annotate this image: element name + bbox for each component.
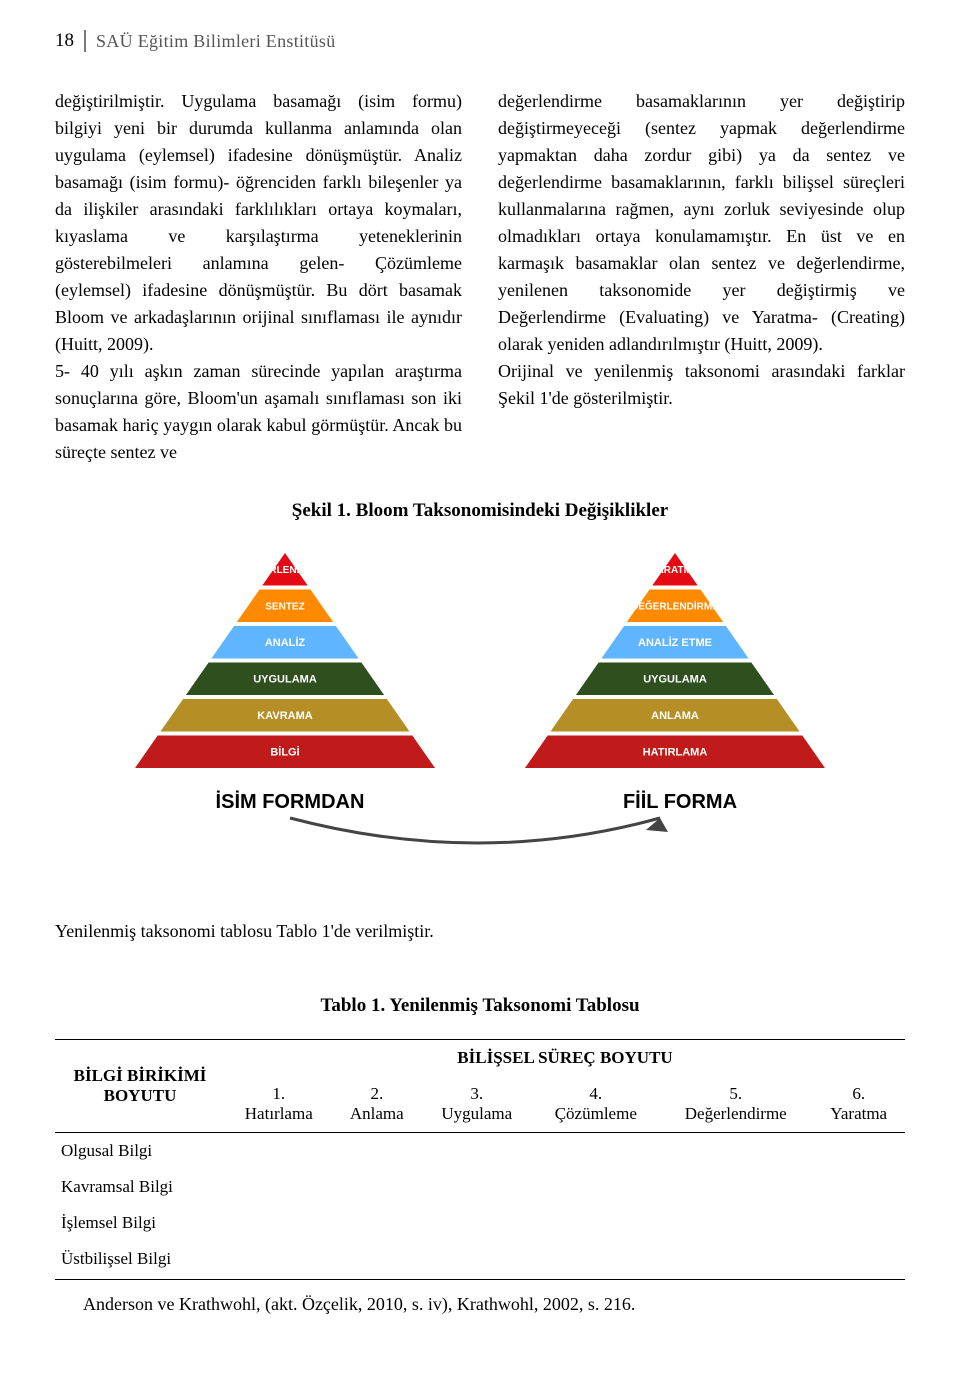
table-cell xyxy=(532,1205,659,1241)
pyramid-level-label: YARATMA xyxy=(651,565,699,576)
table-cell xyxy=(333,1133,422,1170)
pyramid-level-label: UYGULAMA xyxy=(253,674,317,686)
table-cell xyxy=(812,1205,905,1241)
arrow-between-pyramids: İSİM FORMDAN FİİL FORMA xyxy=(120,788,840,858)
body-paragraph: değiştirilmiştir. Uygulama basamağı (isi… xyxy=(55,88,462,358)
figure-title: Şekil 1. Bloom Taksonomisindeki Değişikl… xyxy=(55,500,905,522)
page-number: 18 xyxy=(55,30,74,52)
table-citation: Anderson ve Krathwohl, (akt. Özçelik, 20… xyxy=(55,1294,905,1315)
pyramid-level-label: ANLAMA xyxy=(651,710,699,722)
body-paragraph: değerlendirme basamaklarının yer değişti… xyxy=(498,88,905,358)
table-cell xyxy=(333,1205,422,1241)
table-column-header: 6.Yaratma xyxy=(812,1076,905,1133)
taxonomy-table: BİLGİ BİRİKİMİ BOYUTU BİLİŞSEL SÜREÇ BOY… xyxy=(55,1039,905,1277)
table-row-label: Olgusal Bilgi xyxy=(55,1133,225,1170)
table-row-label: Üstbilişsel Bilgi xyxy=(55,1241,225,1277)
header-divider xyxy=(84,30,86,52)
table-cell xyxy=(659,1241,812,1277)
table-title: Tablo 1. Yenilenmiş Taksonomi Tablosu xyxy=(55,995,905,1017)
page-header: 18 SAÜ Eğitim Bilimleri Enstitüsü xyxy=(55,30,905,52)
pyramid-level-label: DEĞERLENDİRME xyxy=(241,563,329,576)
table-cell xyxy=(421,1133,532,1170)
table-cell xyxy=(532,1241,659,1277)
renewed-taxonomy-paragraph: Yenilenmiş taksonomi tablosu Tablo 1'de … xyxy=(55,918,905,945)
pyramid-level-label: SENTEZ xyxy=(265,601,304,612)
table-cell xyxy=(659,1205,812,1241)
pyramid-level-label: ANALİZ xyxy=(265,636,306,649)
pyramid-level-label: DEĞERLENDİRME xyxy=(631,599,719,612)
left-pyramid-wrap: DEĞERLENDİRME SENTEZ ANALİZ UYGULAMA KAVRAMA… xyxy=(130,548,440,778)
two-column-body: değiştirilmiştir. Uygulama basamağı (isi… xyxy=(55,88,905,466)
table-cell xyxy=(659,1133,812,1170)
right-pyramid: YARATMA DEĞERLENDİRME ANALİZ ETME UYGULAMA A… xyxy=(520,548,830,778)
pyramid-level-label: KAVRAMA xyxy=(257,710,312,722)
table-cell xyxy=(421,1205,532,1241)
pyramid-level-label: HATIRLAMA xyxy=(643,747,708,759)
left-column-text: değiştirilmiştir. Uygulama basamağı (isi… xyxy=(55,88,462,466)
pyramid-level-label: ANALİZ ETME xyxy=(638,636,712,649)
table-cell xyxy=(225,1241,333,1277)
left-head-line1: BİLGİ BİRİKİMİ xyxy=(61,1066,219,1086)
table-column-header: 5.Değerlendirme xyxy=(659,1076,812,1133)
table-row-label: İşlemsel Bilgi xyxy=(55,1205,225,1241)
table-cell xyxy=(421,1241,532,1277)
institute-name: SAÜ Eğitim Bilimleri Enstitüsü xyxy=(96,31,336,52)
table-cell xyxy=(812,1133,905,1170)
table-cell xyxy=(421,1169,532,1205)
table-column-header: 3.Uygulama xyxy=(421,1076,532,1133)
table-cell xyxy=(812,1169,905,1205)
table-cell xyxy=(532,1133,659,1170)
table-cell xyxy=(225,1205,333,1241)
table-cell xyxy=(225,1133,333,1170)
pyramid-level-label: UYGULAMA xyxy=(643,674,707,686)
table-cell xyxy=(659,1169,812,1205)
pyramids-figure: DEĞERLENDİRME SENTEZ ANALİZ UYGULAMA KAVRAMA… xyxy=(55,548,905,778)
super-header: BİLİŞSEL SÜREÇ BOYUTU xyxy=(225,1040,905,1077)
table-cell xyxy=(532,1169,659,1205)
table-cell xyxy=(333,1169,422,1205)
right-pyramid-wrap: YARATMA DEĞERLENDİRME ANALİZ ETME UYGULAMA A… xyxy=(520,548,830,778)
table-cell xyxy=(812,1241,905,1277)
table-column-header: 4.Çözümleme xyxy=(532,1076,659,1133)
table-column-header: 2.Anlama xyxy=(333,1076,422,1133)
left-form-label: İSİM FORMDAN xyxy=(216,790,365,813)
table-cell xyxy=(333,1241,422,1277)
body-paragraph: Orijinal ve yenilenmiş taksonomi arasınd… xyxy=(498,358,905,412)
pyramid-level-label: BİLGİ xyxy=(270,746,299,759)
table-cell xyxy=(225,1169,333,1205)
arc-line xyxy=(290,818,660,843)
body-paragraph: 5- 40 yılı aşkın zaman sürecinde yapılan… xyxy=(55,358,462,466)
right-column-text: değerlendirme basamaklarının yer değişti… xyxy=(498,88,905,466)
table-row-label: Kavramsal Bilgi xyxy=(55,1169,225,1205)
table-column-header: 1.Hatırlama xyxy=(225,1076,333,1133)
left-pyramid: DEĞERLENDİRME SENTEZ ANALİZ UYGULAMA KAVRAMA… xyxy=(130,548,440,778)
right-form-label: FİİL FORMA xyxy=(623,790,737,813)
left-head-line2: BOYUTU xyxy=(61,1086,219,1106)
